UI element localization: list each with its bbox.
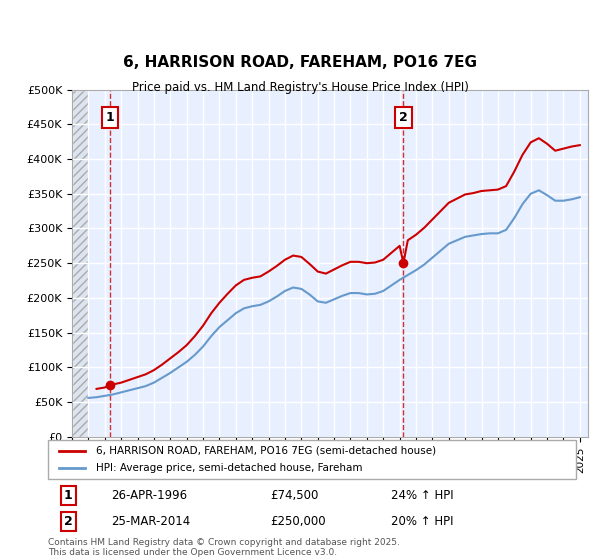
- Text: 24% ↑ HPI: 24% ↑ HPI: [391, 489, 454, 502]
- Text: 20% ↑ HPI: 20% ↑ HPI: [391, 515, 454, 528]
- Text: 1: 1: [106, 111, 115, 124]
- Text: Contains HM Land Registry data © Crown copyright and database right 2025.
This d: Contains HM Land Registry data © Crown c…: [48, 538, 400, 557]
- Text: 2: 2: [64, 515, 73, 528]
- Text: £250,000: £250,000: [270, 515, 325, 528]
- Text: 26-APR-1996: 26-APR-1996: [112, 489, 187, 502]
- Text: 1: 1: [64, 489, 73, 502]
- FancyBboxPatch shape: [48, 440, 576, 479]
- Text: 2: 2: [399, 111, 408, 124]
- Text: 25-MAR-2014: 25-MAR-2014: [112, 515, 191, 528]
- Text: 6, HARRISON ROAD, FAREHAM, PO16 7EG: 6, HARRISON ROAD, FAREHAM, PO16 7EG: [123, 55, 477, 70]
- Text: HPI: Average price, semi-detached house, Fareham: HPI: Average price, semi-detached house,…: [95, 463, 362, 473]
- Text: 6, HARRISON ROAD, FAREHAM, PO16 7EG (semi-detached house): 6, HARRISON ROAD, FAREHAM, PO16 7EG (sem…: [95, 446, 436, 456]
- Bar: [72, 90, 88, 437]
- Text: £74,500: £74,500: [270, 489, 318, 502]
- Text: Price paid vs. HM Land Registry's House Price Index (HPI): Price paid vs. HM Land Registry's House …: [131, 81, 469, 94]
